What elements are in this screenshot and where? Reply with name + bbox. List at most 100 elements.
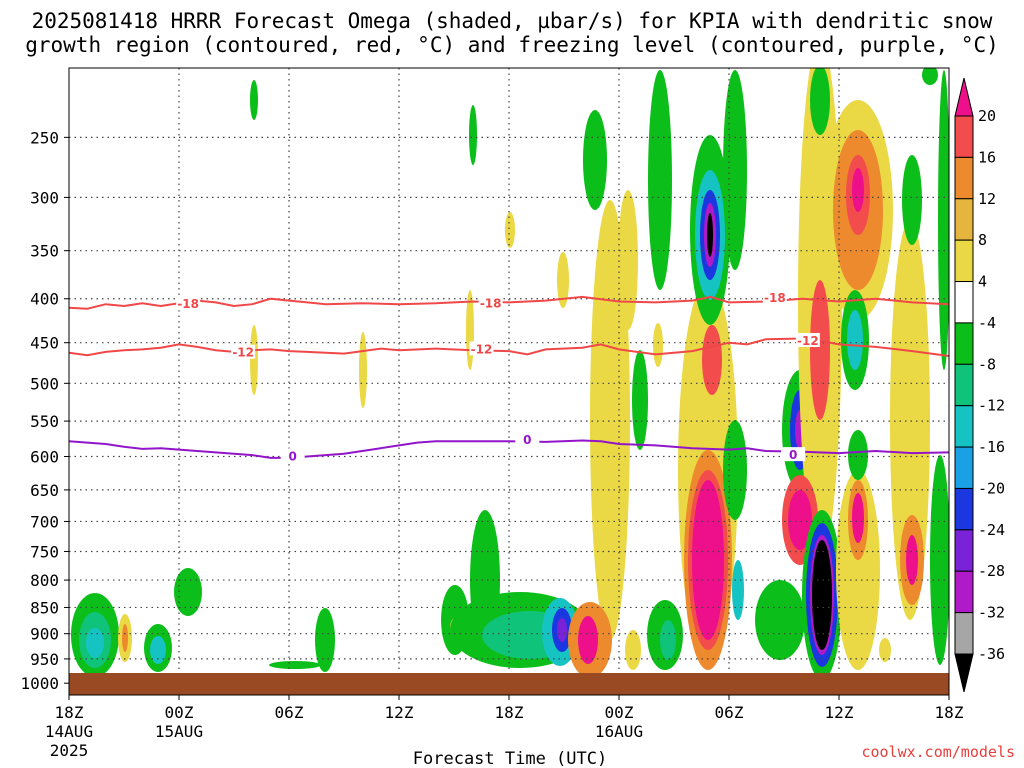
contour-label: 0 [288, 450, 296, 464]
y-tick-label: 450 [30, 334, 59, 353]
contour-label-bg [231, 344, 256, 359]
y-tick-label: 250 [30, 128, 59, 147]
omega-blob [470, 510, 500, 650]
omega-blob [250, 325, 258, 395]
colorbar-swatch [954, 487, 974, 531]
colorbar-level-label: -24 [978, 521, 1005, 539]
contour-label-bg [176, 296, 201, 311]
colorbar-swatch [954, 405, 974, 448]
colorbar-level-label: 8 [978, 231, 987, 249]
omega-blob [938, 70, 949, 370]
contour-label-bg [280, 448, 305, 463]
x-tick-label: 00Z [605, 703, 634, 722]
credit-link[interactable]: coolwx.com/models [861, 743, 1015, 761]
contour-label-bg [478, 295, 503, 310]
y-tick-label: 500 [30, 374, 59, 393]
omega-shading-layer [71, 68, 949, 680]
omega-blob [660, 620, 676, 660]
contour-label-bg [781, 447, 806, 462]
omega-blob [852, 168, 864, 212]
omega-blob [906, 535, 918, 585]
y-tick-label: 700 [30, 512, 59, 531]
omega-blob [788, 490, 812, 550]
omega-blob [836, 470, 880, 670]
colorbar-level-label: 16 [978, 148, 996, 166]
colorbar-swatch [954, 198, 974, 241]
omega-blob [359, 332, 367, 408]
contour-label-bg [469, 341, 494, 356]
omega-blob [847, 310, 863, 370]
y-tick-label: 300 [30, 188, 59, 207]
omega-blob [625, 630, 641, 670]
x-tick-date-label: 15AUG [155, 722, 203, 741]
omega-blob [122, 624, 128, 652]
colorbar-level-label: -28 [978, 562, 1005, 580]
omega-blob [469, 105, 477, 165]
ground-surface [69, 673, 949, 695]
omega-blob [590, 200, 630, 640]
x-tick-date-label: 16AUG [595, 722, 643, 741]
contour-label: -18 [764, 291, 786, 305]
y-tick-label: 1000 [20, 674, 59, 693]
x-tick-label: 12Z [385, 703, 414, 722]
omega-blob [557, 618, 567, 642]
y-tick-label: 550 [30, 412, 59, 431]
omega-blob [707, 213, 713, 257]
colorbar-level-label: 12 [978, 190, 996, 208]
colorbar-level-label: -16 [978, 438, 1005, 456]
omega-blob [902, 155, 922, 245]
y-tick-label: 650 [30, 481, 59, 500]
colorbar-swatch [954, 281, 974, 324]
omega-blob [653, 323, 663, 367]
contour-label-bg [762, 289, 787, 304]
omega-blob [269, 661, 321, 669]
contour-label: -12 [471, 342, 493, 356]
y-tick-label: 950 [30, 650, 59, 669]
colorbar-swatch [954, 570, 974, 614]
omega-blob [723, 70, 747, 270]
omega-blob [852, 493, 864, 543]
colorbar-swatch [954, 239, 974, 283]
x-tick-label: 18Z [495, 703, 524, 722]
omega-blob [922, 68, 938, 85]
colorbar-bottom-cap [954, 653, 974, 693]
omega-blob [930, 455, 949, 665]
omega-blob [618, 190, 638, 330]
omega-blob [812, 540, 832, 650]
x-tick-label: 06Z [275, 703, 304, 722]
omega-blob [732, 560, 744, 620]
omega-blob [890, 220, 930, 620]
omega-blob [557, 252, 569, 308]
y-tick-label: 350 [30, 242, 59, 261]
colorbar-level-label: 4 [978, 273, 987, 291]
colorbar-level-label: -12 [978, 397, 1005, 415]
omega-blob [583, 110, 607, 210]
omega-blob [810, 280, 830, 420]
x-tick-label: 06Z [715, 703, 744, 722]
colorbar-level-label: 20 [978, 107, 996, 125]
x-axis-label: Forecast Time (UTC) [413, 749, 607, 768]
omega-blob [315, 608, 335, 672]
omega-blob [648, 70, 672, 290]
contour-line-0 [69, 439, 949, 459]
colorbar-level-label: -4 [978, 314, 996, 332]
colorbar-level-label: -20 [978, 479, 1005, 497]
y-tick-label: 850 [30, 598, 59, 617]
x-tick-label: 00Z [165, 703, 194, 722]
x-tick-date-label: 14AUG [45, 722, 93, 741]
omega-blob [632, 350, 648, 450]
colorbar-swatch [954, 363, 974, 407]
omega-blob [250, 80, 258, 120]
contour-label: -18 [177, 297, 199, 311]
colorbar-swatch [954, 446, 974, 489]
y-tick-label: 600 [30, 448, 59, 467]
colorbar-swatch [954, 115, 974, 158]
omega-blob [505, 212, 515, 248]
colorbar-level-label: -8 [978, 355, 996, 373]
contour-label: -12 [232, 346, 254, 360]
omega-blob [174, 568, 202, 616]
colorbar-level-label: -36 [978, 645, 1005, 663]
contour-label: -12 [797, 334, 819, 348]
